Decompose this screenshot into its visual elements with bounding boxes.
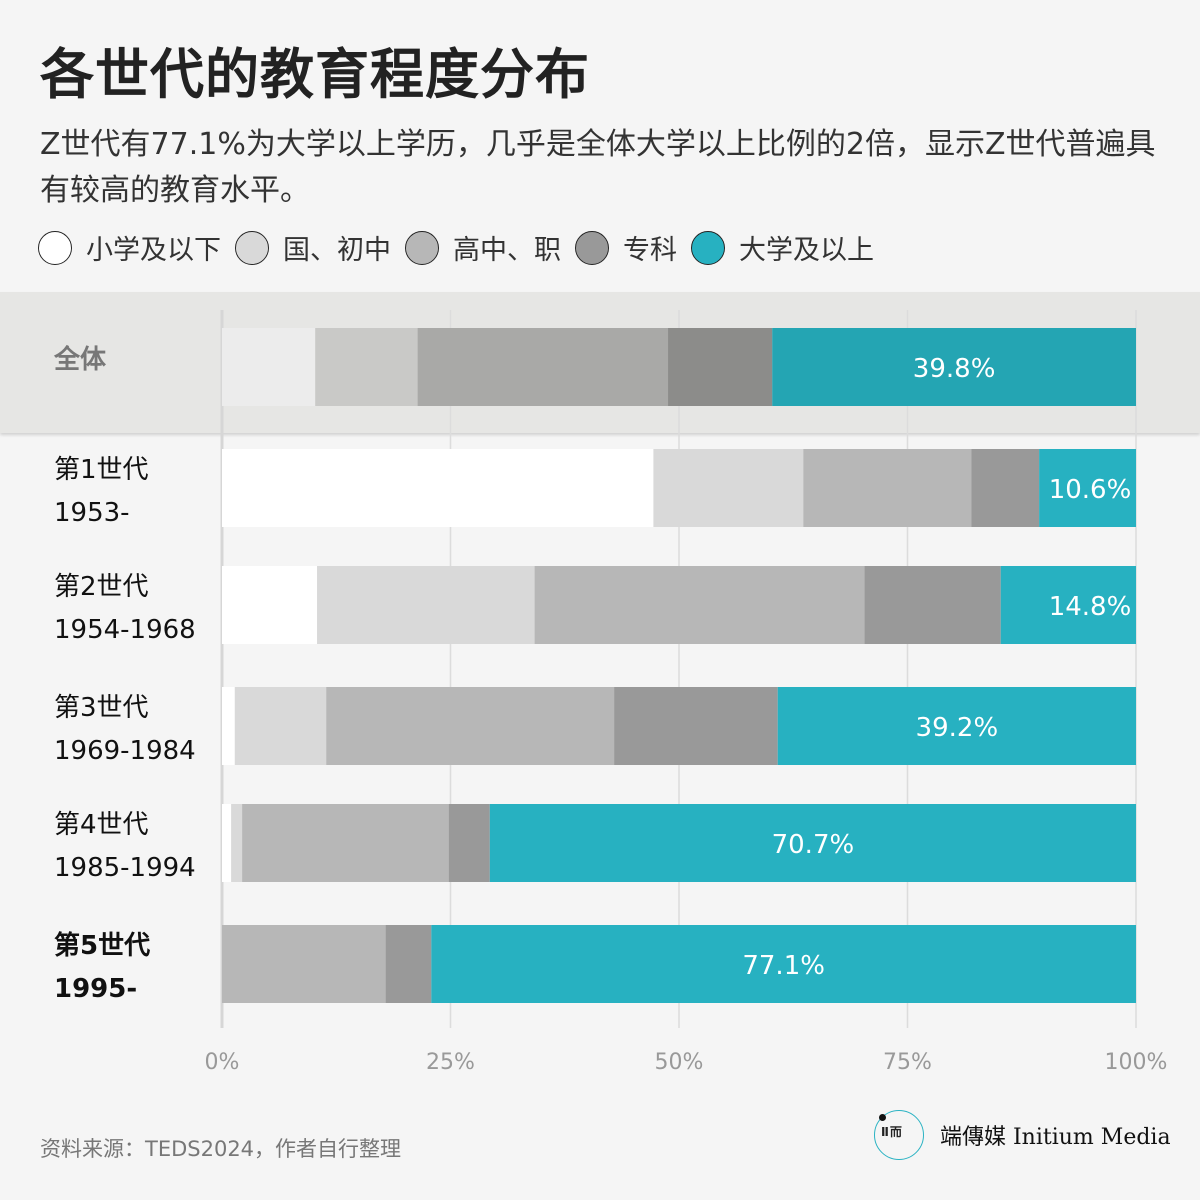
category-years: 1954-1968 xyxy=(54,615,196,645)
brand-logo: Ⅱ而 端傳媒 Initium Media xyxy=(874,1110,1171,1160)
bar-segment xyxy=(242,804,449,882)
bar-segment xyxy=(668,328,773,406)
legend-swatch-icon xyxy=(38,230,72,265)
bar-segment xyxy=(326,687,615,765)
legend-label: 高中、职 xyxy=(453,235,561,266)
bar-segment xyxy=(777,687,1136,765)
stacked-bar-chart: 0% 25% 50% 75% 100% 39.8% 全体 10.6% 第1世代 1953- 14.8… xyxy=(53,310,1168,1075)
bar-segment xyxy=(222,449,654,527)
x-tick-label: 0% xyxy=(205,1050,240,1075)
category-years: 1985-1994 xyxy=(54,853,196,883)
legend-label: 专科 xyxy=(623,235,677,266)
category-label: 第1世代 xyxy=(54,455,149,485)
logo-text: 端傳媒 Initium Media xyxy=(940,1125,1171,1150)
bar-segment xyxy=(417,328,669,406)
legend-item: 大学及以上 xyxy=(691,228,874,267)
source-note: 资料来源：TEDS2024，作者自行整理 xyxy=(40,1137,402,1161)
bar-segment xyxy=(1039,449,1136,527)
data-label: 39.8% xyxy=(913,354,996,384)
legend-label: 小学及以下 xyxy=(86,235,221,266)
x-tick-label: 75% xyxy=(883,1050,932,1075)
x-tick-label: 50% xyxy=(655,1050,704,1075)
bar-segment xyxy=(222,328,316,406)
bar-segment xyxy=(653,449,804,527)
bar-segment xyxy=(222,566,318,644)
bar-segment xyxy=(489,804,1136,882)
bar-segment xyxy=(222,925,386,1003)
data-label: 39.2% xyxy=(916,713,999,743)
category-years: 1995- xyxy=(54,974,137,1004)
logo-mark-icon: Ⅱ而 xyxy=(874,1110,924,1160)
bar-segment xyxy=(317,566,535,644)
legend-item: 高中、职 xyxy=(405,228,561,267)
bar-segment xyxy=(1000,566,1136,644)
subtitle: Z世代有77.1%为大学以上学历，几乎是全体大学以上比例的2倍，显示Z世代普遍具… xyxy=(40,127,1156,208)
x-tick-label: 25% xyxy=(426,1050,475,1075)
bar-segment xyxy=(315,328,418,406)
category-label: 第3世代 xyxy=(54,693,149,723)
legend: 小学及以下 国、初中 高中、职 专科 大学及以上 xyxy=(38,228,888,267)
bar-segment xyxy=(803,449,972,527)
data-label: 77.1% xyxy=(742,951,825,981)
bar-segment xyxy=(231,804,243,882)
x-tick-label: 100% xyxy=(1105,1050,1168,1075)
legend-label: 大学及以上 xyxy=(739,235,874,266)
legend-item: 专科 xyxy=(575,228,677,267)
bar-segment xyxy=(222,804,232,882)
legend-item: 小学及以下 xyxy=(38,228,221,267)
bar-segment xyxy=(222,687,235,765)
bar-segment xyxy=(971,449,1040,527)
bar-segment xyxy=(864,566,1001,644)
legend-swatch-icon xyxy=(405,230,439,265)
bar-segment xyxy=(448,804,490,882)
legend-swatch-icon xyxy=(575,230,609,265)
bar-segment xyxy=(234,687,327,765)
legend-item: 国、初中 xyxy=(235,228,391,267)
legend-label: 国、初中 xyxy=(283,235,391,266)
data-label: 14.8% xyxy=(1049,592,1132,622)
category-label: 第2世代 xyxy=(54,572,149,602)
category-years: 1953- xyxy=(54,498,130,528)
page-title: 各世代的教育程度分布 xyxy=(40,43,590,106)
bar-segment xyxy=(431,925,1136,1003)
category-label: 全体 xyxy=(53,344,107,375)
category-years: 1969-1984 xyxy=(54,736,196,766)
category-label: 第5世代 xyxy=(54,930,150,961)
category-label: 第4世代 xyxy=(54,810,149,840)
legend-swatch-icon xyxy=(691,230,725,265)
bar-segment xyxy=(385,925,432,1003)
data-label: 10.6% xyxy=(1049,475,1132,505)
bar-segment xyxy=(772,328,1136,406)
bar-segment xyxy=(534,566,865,644)
bar-segment xyxy=(614,687,778,765)
data-label: 70.7% xyxy=(772,830,855,860)
legend-swatch-icon xyxy=(235,230,269,265)
